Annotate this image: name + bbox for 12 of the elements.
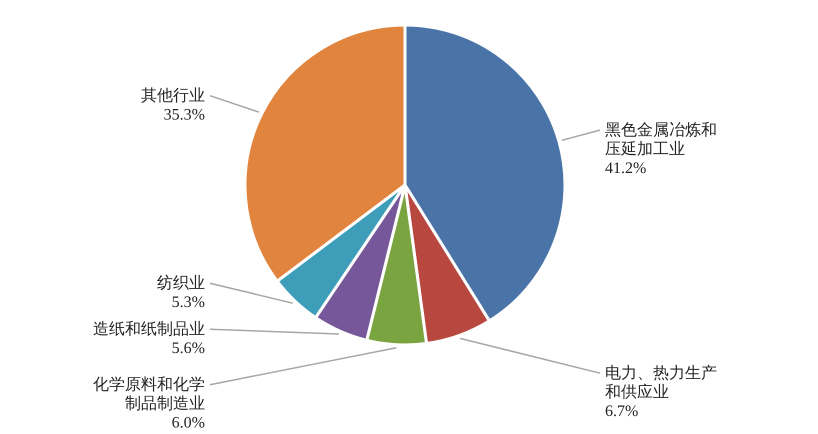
slice-label: 纺织业 [157, 274, 205, 292]
slice-label: 化学原料和化学制品制造业 [93, 376, 205, 413]
data-label: 6.7% [605, 403, 638, 420]
slice-label: 造纸和纸制品业 [93, 320, 205, 338]
data-label: 5.3% [172, 294, 205, 312]
data-label: 6.0% [172, 414, 205, 432]
data-label: 41.2% [605, 160, 646, 178]
slice-label: 黑色金属冶炼和压延加工业 [605, 121, 717, 158]
slice-label: 其他行业 [141, 86, 205, 105]
data-label: 35.3% [164, 106, 205, 124]
data-label: 5.6% [172, 340, 205, 358]
slice-label: 电力、热力生产和供应业 [605, 364, 717, 402]
